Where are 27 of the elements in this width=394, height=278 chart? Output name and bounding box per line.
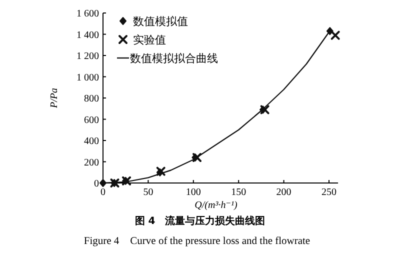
x-tick-label: 150 — [231, 187, 246, 198]
y-tick-label: 400 — [84, 136, 99, 147]
point — [100, 179, 106, 187]
y-tick-label: 1 000 — [76, 72, 99, 84]
legend-label: 数值模拟拟合曲线 — [130, 52, 218, 65]
y-axis-title: P/Pa — [49, 88, 60, 109]
legend-label: 数值模拟值 — [133, 15, 188, 28]
point — [192, 154, 199, 162]
text: 图 4 流量与压力损失曲线图 — [134, 215, 266, 227]
point — [192, 153, 202, 162]
y-tick-label: 1 600 — [76, 8, 99, 20]
y-tick-label: 1 200 — [76, 51, 99, 62]
x-tick-label: 250 — [322, 187, 336, 198]
y-tick-label: 600 — [84, 114, 99, 126]
y-tick-label: 1 400 — [76, 30, 99, 41]
x-tick-label: 50 — [143, 187, 154, 198]
x-axis-title: Q/(m³·h⁻¹) — [194, 200, 238, 211]
y-tick-label: 0 — [94, 178, 99, 190]
legend-label: 实验值 — [133, 34, 166, 46]
text: Figure 4 Curve of the pressure loss and the flowrate — [84, 236, 310, 247]
point — [326, 27, 334, 36]
x-tick-label: 100 — [186, 187, 201, 198]
x-tick-label: 200 — [276, 187, 292, 198]
point — [260, 105, 270, 114]
point — [260, 106, 267, 114]
y-tick-label: 200 — [84, 157, 99, 168]
y-tick-label: 800 — [84, 94, 99, 104]
